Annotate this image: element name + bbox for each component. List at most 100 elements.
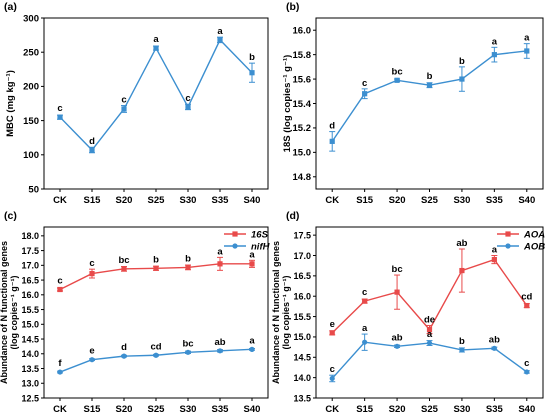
x-tick-label: S30 xyxy=(453,195,470,206)
significance-letter: b xyxy=(427,71,433,82)
data-point xyxy=(329,375,335,382)
significance-letter: b xyxy=(185,253,191,264)
x-tick-label: S35 xyxy=(486,195,504,206)
data-point xyxy=(459,347,465,353)
y-axis-label: Abundance of N functional genes xyxy=(271,241,281,384)
data-point xyxy=(153,45,159,51)
data-point xyxy=(57,114,63,120)
significance-letter: ab xyxy=(392,332,403,343)
data-point xyxy=(524,302,530,309)
y-tick-label: 16.5 xyxy=(21,275,39,285)
y-tick-label: 100 xyxy=(23,150,39,161)
y-tick-label: 14.5 xyxy=(293,353,311,363)
data-point xyxy=(249,70,255,76)
data-point xyxy=(121,106,127,112)
data-point xyxy=(362,91,368,97)
y-tick-label: 150 xyxy=(23,116,39,127)
data-point xyxy=(329,330,335,336)
significance-letter: b xyxy=(153,254,159,265)
y-tick-label: 200 xyxy=(23,82,39,93)
data-point xyxy=(57,369,63,375)
data-point xyxy=(89,270,95,277)
significance-letter: de xyxy=(424,315,435,326)
y-tick-label: 18.0 xyxy=(21,231,39,241)
legend-marker xyxy=(505,231,511,237)
y-tick-label: 15.0 xyxy=(293,332,311,342)
x-tick-label: S20 xyxy=(389,195,406,206)
y-tick-label: 15.0 xyxy=(293,148,312,159)
significance-letter: f xyxy=(58,358,62,369)
data-point xyxy=(524,48,530,54)
significance-letter: bc xyxy=(392,264,403,275)
significance-letter: a xyxy=(217,26,223,37)
series-0: c d c a c a b xyxy=(57,26,255,154)
x-tick-label: S15 xyxy=(84,404,102,415)
series-0: d c bc b b a a xyxy=(329,33,530,152)
y-tick-label: 15.0 xyxy=(21,320,39,330)
legend-item: AOA xyxy=(497,229,545,240)
significance-letter: a xyxy=(153,34,159,45)
x-tick-label: S15 xyxy=(356,404,374,415)
y-tick-label: 15.6 xyxy=(293,74,312,85)
x-tick-label: S15 xyxy=(356,195,374,206)
y-tick-label: 14.0 xyxy=(293,373,311,383)
y-tick-label: 15.5 xyxy=(293,312,311,322)
data-point xyxy=(426,327,433,333)
y-axis-label-units: (log copies⁻¹ g⁻¹) xyxy=(281,276,291,350)
y-axis-label: MBC (mg kg⁻¹) xyxy=(5,70,16,137)
data-point xyxy=(459,267,465,274)
x-tick-label: CK xyxy=(325,404,339,415)
legend-item: AOB xyxy=(497,241,545,252)
legend-item: nifH xyxy=(224,241,271,252)
y-tick-label: 17.0 xyxy=(21,261,39,271)
panel-label: (d) xyxy=(286,210,299,222)
y-tick-label: 14.8 xyxy=(293,172,312,183)
panel-label: (a) xyxy=(4,1,17,13)
y-tick-label: 16.0 xyxy=(293,26,312,37)
significance-letter: c xyxy=(57,276,62,287)
panel-c: (c) 12.5 13.0 13.5 14.0 14.5 15.0 15.5 16.0 16.5 1… xyxy=(0,210,271,415)
data-point xyxy=(524,369,530,375)
panel-d: (d) 13.5 14.0 14.5 15.0 15.5 16.0 16.5 17.0 17.5 C… xyxy=(271,210,545,415)
x-tick-label: S25 xyxy=(421,195,439,206)
plot-frame xyxy=(43,226,269,399)
significance-letter: c xyxy=(330,364,335,375)
data-point xyxy=(329,138,335,144)
data-point xyxy=(217,37,223,43)
data-point xyxy=(89,147,95,153)
plot-frame xyxy=(315,17,544,190)
significance-letter: a xyxy=(249,249,255,260)
y-tick-label: 17.5 xyxy=(21,246,39,256)
y-tick-label: 17.0 xyxy=(293,251,311,261)
legend-item: 16S xyxy=(224,229,269,240)
x-tick-label: S35 xyxy=(212,195,230,206)
legend-label: AOB xyxy=(523,241,545,252)
y-axis-label-units: (log copies⁻¹ g⁻¹) xyxy=(9,276,19,350)
data-point xyxy=(217,348,223,354)
data-point xyxy=(249,261,255,267)
x-tick-label: S40 xyxy=(244,404,261,415)
x-tick-label: S30 xyxy=(180,404,197,415)
x-tick-label: CK xyxy=(53,404,67,415)
x-tick-label: S25 xyxy=(148,195,166,206)
legend-label: AOA xyxy=(523,229,545,240)
data-point xyxy=(153,265,159,271)
y-tick-label: 14.0 xyxy=(21,349,39,359)
significance-letter: c xyxy=(121,95,126,106)
data-point xyxy=(426,82,433,88)
series-line xyxy=(59,38,253,152)
data-point xyxy=(153,352,159,358)
data-point xyxy=(491,52,497,58)
x-tick-label: S40 xyxy=(244,195,261,206)
significance-letter: bc xyxy=(392,66,403,77)
significance-letter: cd xyxy=(150,341,161,352)
data-point xyxy=(362,339,368,345)
data-point xyxy=(394,77,400,83)
y-tick-label: 15.8 xyxy=(293,50,312,61)
significance-letter: c xyxy=(89,258,94,269)
significance-letter: bc xyxy=(182,338,193,349)
significance-letter: c xyxy=(185,93,190,104)
significance-letter: ab xyxy=(456,238,467,249)
significance-letter: d xyxy=(121,342,127,353)
